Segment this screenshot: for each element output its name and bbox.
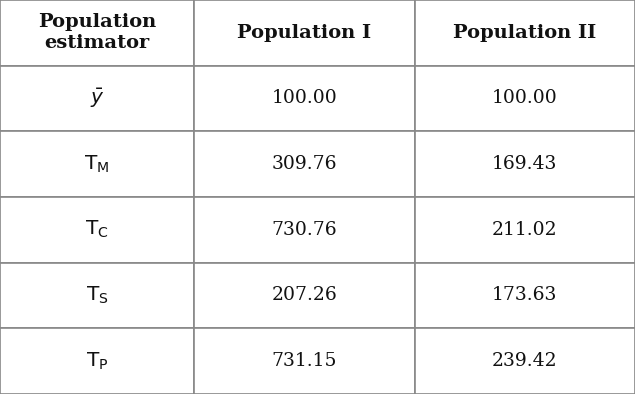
- Text: $\mathrm{T}_\mathrm{S}$: $\mathrm{T}_\mathrm{S}$: [86, 285, 108, 306]
- Bar: [415, 131, 635, 197]
- Text: $\bar{y}$: $\bar{y}$: [90, 87, 104, 110]
- Bar: [0, 328, 194, 394]
- Bar: [415, 66, 635, 131]
- Text: 169.43: 169.43: [492, 155, 558, 173]
- Text: 207.26: 207.26: [271, 286, 337, 305]
- Text: 100.00: 100.00: [271, 89, 337, 108]
- Text: 211.02: 211.02: [492, 221, 558, 239]
- Bar: [415, 328, 635, 394]
- Bar: [194, 263, 415, 328]
- Bar: [194, 328, 415, 394]
- Bar: [0, 263, 194, 328]
- Bar: [0, 131, 194, 197]
- Text: Population I: Population I: [237, 24, 371, 42]
- Bar: [194, 131, 415, 197]
- Text: 173.63: 173.63: [492, 286, 558, 305]
- Bar: [0, 66, 194, 131]
- Bar: [415, 263, 635, 328]
- Bar: [0, 197, 194, 263]
- Text: 100.00: 100.00: [492, 89, 558, 108]
- Bar: [415, 197, 635, 263]
- Bar: [194, 66, 415, 131]
- Text: 239.42: 239.42: [492, 352, 558, 370]
- Bar: [194, 0, 415, 66]
- Text: 309.76: 309.76: [271, 155, 337, 173]
- Bar: [0, 0, 194, 66]
- Text: $\mathrm{T}_\mathrm{P}$: $\mathrm{T}_\mathrm{P}$: [86, 351, 108, 372]
- Text: Population II: Population II: [453, 24, 596, 42]
- Text: 730.76: 730.76: [271, 221, 337, 239]
- Bar: [415, 0, 635, 66]
- Text: 731.15: 731.15: [271, 352, 337, 370]
- Text: $\mathrm{T}_\mathrm{M}$: $\mathrm{T}_\mathrm{M}$: [84, 154, 109, 175]
- Text: Population
estimator: Population estimator: [37, 13, 156, 52]
- Bar: [194, 197, 415, 263]
- Text: $\mathrm{T}_\mathrm{C}$: $\mathrm{T}_\mathrm{C}$: [85, 219, 109, 240]
